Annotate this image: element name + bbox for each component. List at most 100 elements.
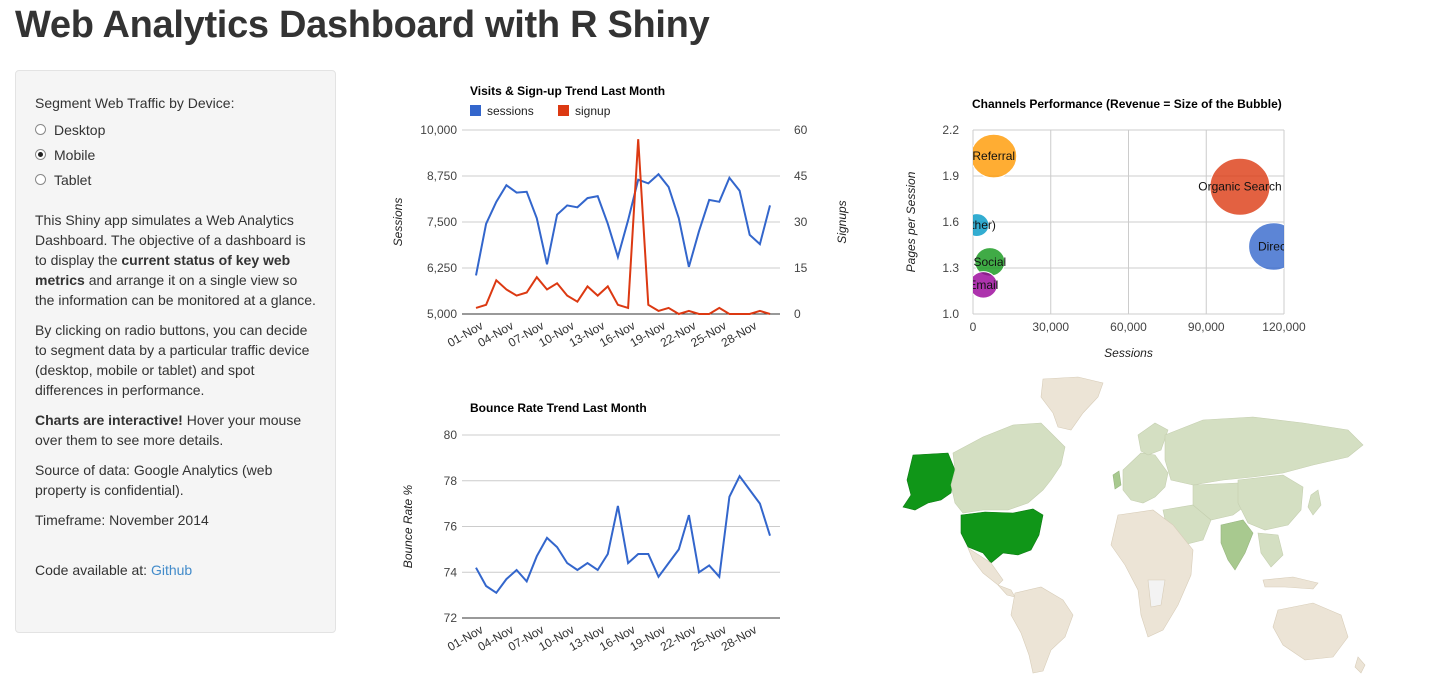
legend-label-signup: signup [575, 104, 611, 118]
radio-tablet[interactable]: Tablet [35, 167, 316, 192]
map-china[interactable] [1237, 474, 1304, 531]
y-tick-label: 10,000 [420, 123, 457, 137]
sidebar-panel: Segment Web Traffic by Device: Desktop M… [15, 70, 336, 633]
map-south-america[interactable] [1010, 586, 1074, 674]
series-line-bounce [475, 474, 771, 595]
y-tick-label: 6,250 [427, 261, 457, 275]
y-tick-label: 74 [444, 565, 458, 579]
map-india[interactable] [1220, 519, 1254, 571]
map-countries [902, 376, 1366, 674]
map-europe[interactable] [1122, 452, 1169, 504]
interactive-bold: Charts are interactive! [35, 412, 183, 428]
map-indonesia[interactable] [1262, 576, 1319, 590]
y-axis-label: Bounce Rate % [401, 484, 415, 568]
bubble-email [973, 271, 998, 299]
map-uk[interactable] [1112, 470, 1122, 490]
bubble-label: Social [974, 255, 1007, 269]
series-line-signup [475, 139, 771, 316]
page-title: Web Analytics Dashboard with R Shiny [15, 4, 710, 46]
y2-tick-label: 30 [794, 215, 808, 229]
desc1-bold: current status of key web metrics [35, 252, 291, 288]
bubble-label: Organic Search [1198, 180, 1281, 194]
radio-label-mobile: Mobile [54, 146, 96, 163]
y-axis-label: Pages per Session [904, 171, 918, 272]
interactive-text: Hover your mouse over them to see more d… [35, 412, 302, 448]
x-tick-label: 120,000 [1262, 320, 1306, 334]
y-tick-label: 80 [444, 428, 458, 442]
x-tick-label: 28-Nov [719, 622, 760, 653]
map-alaska[interactable] [902, 452, 956, 511]
y2-tick-label: 0 [794, 307, 801, 321]
y-tick-label: 76 [444, 520, 458, 534]
map-greenland[interactable] [1040, 376, 1104, 431]
timeframe-note: Timeframe: November 2014 [35, 512, 209, 528]
y-tick-label: 1.6 [942, 215, 959, 229]
radio-circle-desktop[interactable] [35, 124, 46, 135]
y2-axis-label: Signups [835, 200, 849, 243]
desc1-text: This Shiny app simulates a Web Analytics… [35, 212, 306, 268]
bubble-direct [1248, 222, 1284, 271]
chart-title: Bounce Rate Trend Last Month [470, 401, 647, 415]
bubble-label: Direct [1258, 240, 1290, 254]
map-southeast-asia[interactable] [1257, 532, 1284, 568]
code-label: Code available at: [35, 562, 151, 578]
radio-label-tablet: Tablet [54, 171, 92, 188]
map-australia[interactable] [1272, 602, 1349, 661]
bubble-referral [973, 133, 1018, 179]
map-japan[interactable] [1307, 489, 1322, 516]
x-tick-label: 28-Nov [719, 318, 760, 349]
x-tick-label: 90,000 [1188, 320, 1225, 334]
y2-tick-label: 45 [794, 169, 808, 183]
bubble-group: Referral Organic Search Direct (Other) Socia… [958, 133, 1290, 299]
interactive-note: Charts are interactive! Hover your mouse… [35, 410, 316, 450]
chart-title: Channels Performance (Revenue = Size of … [972, 97, 1282, 111]
legend-label-sessions: sessions [487, 104, 534, 118]
x-axis-label: Sessions [1104, 346, 1153, 360]
instructions-paragraph: By clicking on radio buttons, you can de… [35, 322, 310, 398]
y2-tick-label: 60 [794, 123, 808, 137]
source-note: Source of data: Google Analytics (web pr… [35, 462, 273, 498]
bubble-organic-search [1209, 157, 1271, 216]
y-tick-label: 5,000 [427, 307, 457, 321]
description-paragraph: This Shiny app simulates a Web Analytics… [35, 210, 316, 310]
radio-mobile[interactable]: Mobile [35, 142, 316, 167]
radio-circle-tablet[interactable] [35, 174, 46, 185]
y-tick-label: 1.9 [942, 169, 959, 183]
radio-desktop[interactable]: Desktop [35, 117, 316, 142]
map-africa[interactable] [1110, 509, 1194, 638]
y-tick-label: 72 [444, 611, 458, 625]
map-south-africa-region[interactable] [1147, 579, 1166, 608]
map-usa[interactable] [960, 508, 1044, 564]
map-scandinavia[interactable] [1137, 422, 1169, 456]
x-tick-label: 30,000 [1032, 320, 1069, 334]
segment-label: Segment Web Traffic by Device: [35, 95, 235, 111]
map-central-america[interactable] [997, 584, 1016, 598]
github-link[interactable]: Github [150, 562, 193, 578]
y2-tick-label: 15 [794, 261, 808, 275]
legend-swatch-signup [558, 105, 569, 116]
y-tick-label: 1.3 [942, 261, 959, 275]
code-note: Code available at: Github [35, 560, 316, 580]
x-tick-label: 0 [970, 320, 977, 334]
visits-signup-chart[interactable]: Visits & Sign-up Trend Last Month session… [380, 78, 850, 358]
channels-bubble-chart[interactable]: Channels Performance (Revenue = Size of … [895, 92, 1335, 367]
y-tick-label: 78 [444, 474, 458, 488]
bubble-label: Referral [972, 149, 1015, 163]
x-tick-label: 60,000 [1110, 320, 1147, 334]
radio-label-desktop: Desktop [54, 121, 106, 138]
y-axis-label: Sessions [391, 198, 405, 247]
y-tick-label: 2.2 [942, 123, 959, 137]
bounce-rate-chart[interactable]: Bounce Rate Trend Last Month 80 78 76 74 72 Bo… [380, 395, 850, 665]
desc1-text-end: and arrange it on a single view so the i… [35, 272, 316, 308]
series-line-sessions [475, 172, 771, 276]
map-new-zealand[interactable] [1354, 656, 1366, 674]
map-canada[interactable] [950, 422, 1066, 514]
legend-swatch-sessions [470, 105, 481, 116]
chart-title: Visits & Sign-up Trend Last Month [470, 84, 665, 98]
world-map[interactable] [893, 375, 1373, 675]
bubble--other- [973, 213, 990, 237]
radio-circle-mobile[interactable] [35, 149, 46, 160]
bubble-label: Email [968, 278, 998, 292]
map-russia[interactable] [1164, 416, 1364, 486]
bubble-label: (Other) [958, 218, 996, 232]
